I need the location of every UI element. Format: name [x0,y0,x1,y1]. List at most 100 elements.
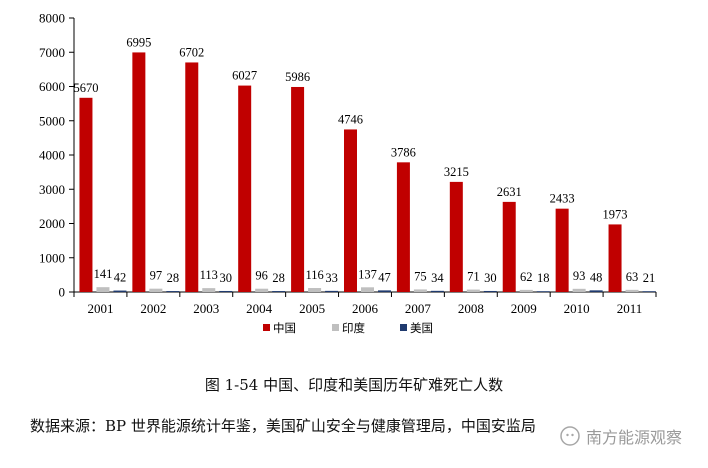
bar-usa [430,290,444,292]
bar-usa [589,290,603,292]
data-label: 2631 [497,185,522,199]
data-label: 6702 [179,45,204,59]
data-label: 5986 [285,70,310,84]
data-label: 96 [255,269,268,283]
data-source: 数据来源：BP 世界能源统计年鉴，美国矿山安全与健康管理局，中国安监局 [30,417,536,435]
bar-india [308,288,322,292]
x-tick-label: 2002 [140,301,166,316]
data-label: 93 [573,269,586,283]
y-tick-label: 1000 [39,250,65,265]
bar-india [413,289,427,292]
bar-usa [642,291,656,292]
bar-india [466,289,480,292]
bar-usa [325,290,339,292]
bar-india [149,288,163,292]
wechat-logo-icon [560,426,580,446]
data-label: 1973 [603,207,628,221]
data-label: 5670 [73,81,98,95]
data-label: 30 [220,271,233,285]
bar-india [361,287,374,292]
legend-label: 中国 [273,321,296,335]
watermark-text: 南方能源观察 [585,428,682,447]
bar-usa [113,290,127,292]
data-label: 137 [358,267,377,281]
bar-usa [219,290,233,292]
x-tick-label: 2003 [193,301,219,316]
y-tick-label: 2000 [39,216,65,231]
x-tick-label: 2005 [299,301,325,316]
watermark: 南方能源观察 [560,424,682,448]
data-label: 116 [305,268,323,282]
data-label: 6027 [232,69,257,83]
bar-china [396,162,410,292]
bar-usa [536,291,550,292]
data-label: 75 [414,269,427,283]
data-label: 42 [114,271,127,285]
legend-label: 美国 [410,321,433,335]
data-label: 21 [643,271,656,285]
y-tick-label: 5000 [39,113,65,128]
bar-india [572,288,586,292]
bar-usa [483,290,497,292]
bar-india [96,287,110,292]
y-tick-label: 7000 [39,45,65,60]
data-label: 47 [378,270,391,284]
legend-label: 印度 [342,321,365,335]
data-label: 6995 [126,35,151,49]
bar-india [255,288,269,292]
bar-china [449,181,463,292]
data-label: 62 [520,270,533,284]
bar-china [132,52,146,292]
bar-china [555,208,569,292]
data-label: 33 [325,271,338,285]
x-tick-label: 2001 [87,301,113,316]
x-tick-label: 2008 [458,301,484,316]
y-tick-label: 8000 [39,11,65,26]
data-label: 63 [626,270,639,284]
x-tick-label: 2009 [511,301,537,316]
bar-usa [272,291,286,292]
bar-india [625,289,639,292]
x-tick-label: 2006 [352,301,379,316]
y-tick-label: 0 [59,285,66,300]
bar-india [519,289,533,292]
bar-china [79,97,93,293]
data-labels: 5670 6995 6702 6027 5986 4746 3786 3215 2631 2433… [73,35,655,285]
y-tick-label: 3000 [39,182,65,197]
bar-usa [166,291,180,292]
data-label: 2433 [550,192,575,206]
data-label: 113 [200,268,218,282]
bar-china [238,85,252,292]
x-axis: 2001 2002 2003 2004 2005 2006 2007 2008 2009 2010… [73,291,657,316]
data-label: 30 [484,271,497,285]
bar-china [502,201,516,292]
data-label: 18 [537,271,550,285]
bar-china [608,224,622,292]
y-axis: 0 1000 2000 3000 4000 5000 6000 7000 8000 [39,11,75,300]
legend: 中国 印度 美国 [263,321,433,335]
bars [79,52,656,293]
bar-china [344,129,357,292]
bar-usa [378,290,391,292]
data-label: 97 [150,269,163,283]
x-tick-label: 2011 [617,301,643,316]
data-label: 28 [167,271,180,285]
legend-swatch [263,324,270,331]
x-tick-label: 2007 [405,301,432,316]
data-label: 141 [94,267,113,281]
y-tick-label: 4000 [39,148,65,163]
data-label: 3786 [391,145,416,159]
data-label: 34 [431,271,444,285]
figure-caption: 图 1-54 中国、印度和美国历年矿难死亡人数 [204,376,504,394]
data-label: 48 [590,270,603,284]
data-label: 71 [467,270,480,284]
data-label: 28 [272,271,285,285]
legend-swatch [400,324,407,331]
x-tick-label: 2004 [246,301,273,316]
data-label: 4746 [338,112,363,126]
bar-india [202,288,216,292]
data-label: 3215 [444,165,469,179]
x-tick-label: 2010 [564,301,590,316]
y-tick-label: 6000 [39,79,65,94]
